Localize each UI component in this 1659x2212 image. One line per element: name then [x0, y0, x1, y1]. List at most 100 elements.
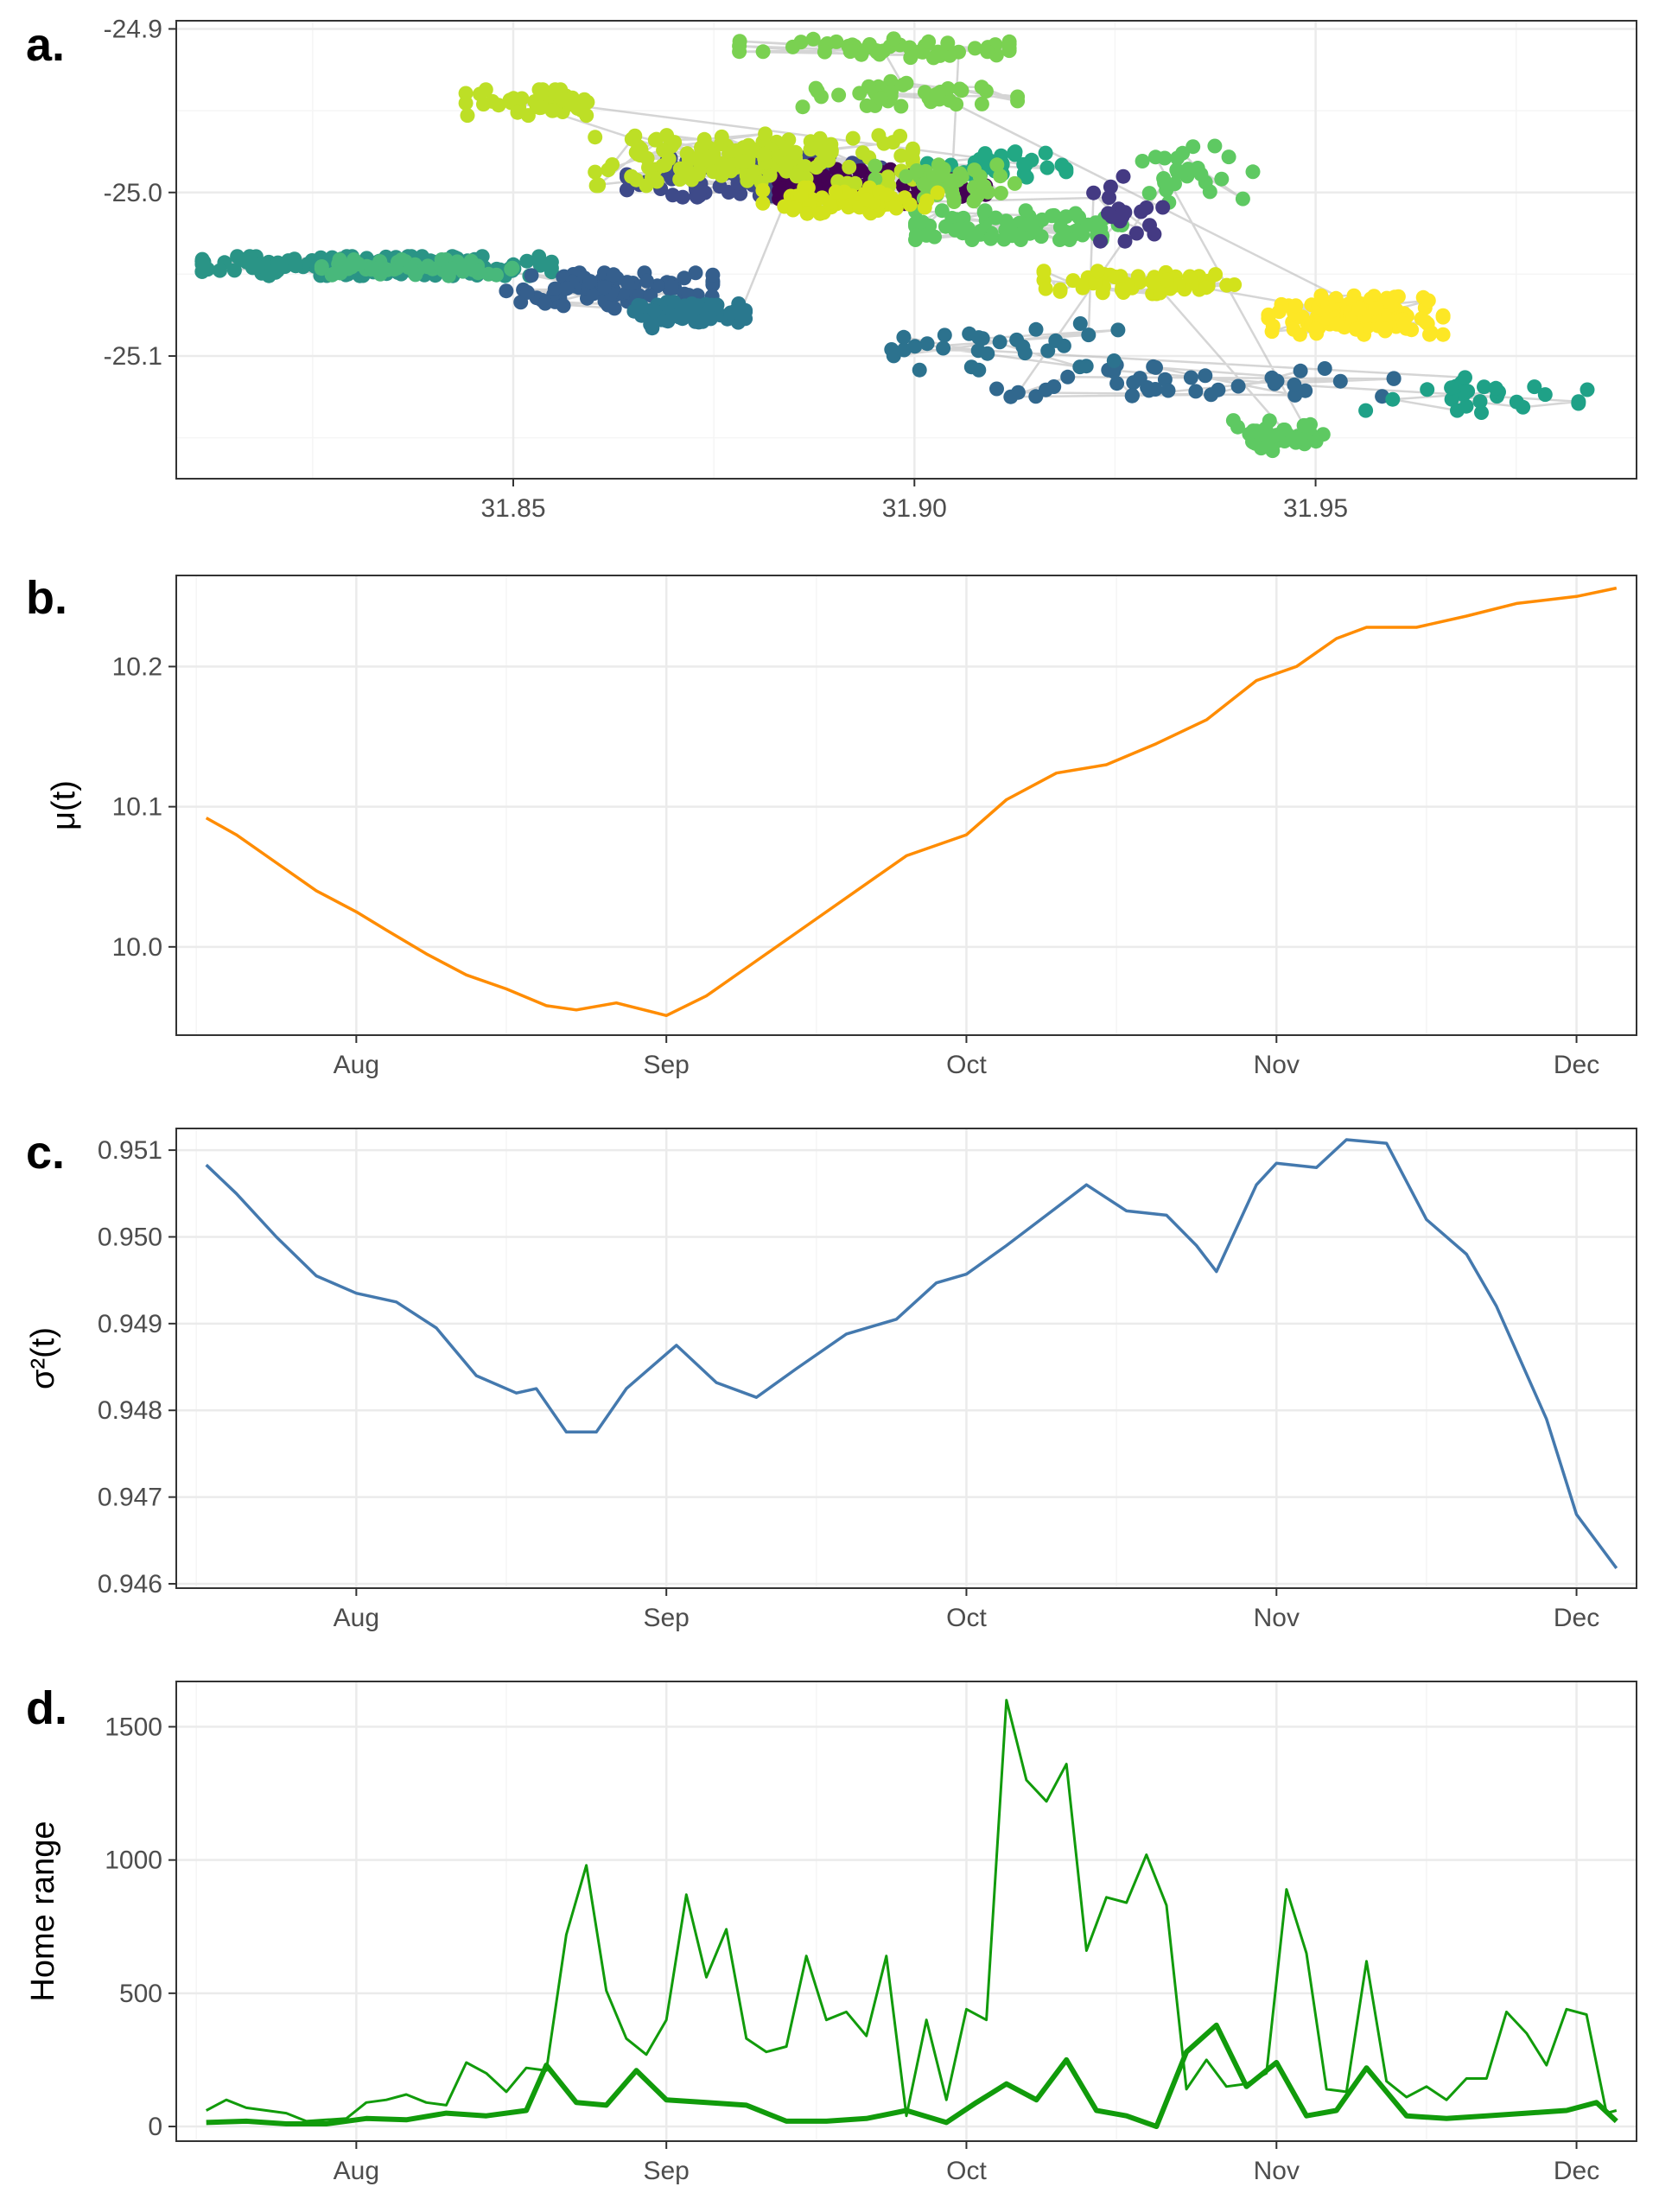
- location-point: [1002, 219, 1018, 234]
- location-point: [1117, 233, 1133, 249]
- location-point: [817, 44, 832, 60]
- location-point: [983, 231, 999, 246]
- x-tick-label: Oct: [946, 2157, 987, 2185]
- location-point: [1230, 378, 1246, 394]
- location-point: [788, 144, 804, 160]
- location-point: [649, 174, 664, 189]
- location-point: [574, 103, 589, 118]
- panel-c-plot-area: [176, 1128, 1637, 1588]
- location-point: [1134, 204, 1149, 219]
- location-point: [1001, 36, 1017, 52]
- location-point: [1007, 147, 1022, 162]
- location-point: [1444, 391, 1459, 407]
- location-point: [667, 135, 683, 150]
- panel-b-series-line: [205, 586, 1618, 1018]
- location-point: [1245, 164, 1261, 180]
- location-point: [1219, 277, 1235, 293]
- location-point: [896, 329, 912, 345]
- location-point: [1086, 185, 1102, 200]
- location-point: [831, 87, 847, 103]
- x-tick-label: Dec: [1554, 1051, 1599, 1079]
- location-point: [1527, 379, 1542, 395]
- location-point: [967, 41, 982, 56]
- location-point: [1198, 280, 1214, 296]
- location-point: [534, 86, 550, 101]
- location-point: [859, 192, 874, 207]
- location-point: [627, 128, 643, 143]
- x-tick-label: Aug: [334, 1051, 379, 1079]
- panel-c-frame: [175, 1128, 1637, 1589]
- location-point: [1298, 418, 1313, 434]
- location-point: [1102, 190, 1116, 206]
- location-point: [893, 99, 909, 114]
- location-point: [960, 220, 976, 236]
- location-point: [930, 185, 945, 200]
- location-point: [588, 130, 603, 145]
- location-point: [1182, 269, 1198, 284]
- location-point: [1157, 175, 1173, 190]
- location-point: [1214, 171, 1230, 187]
- location-point: [676, 309, 691, 325]
- location-point: [980, 44, 995, 60]
- location-point: [1081, 217, 1096, 232]
- location-point: [952, 81, 968, 97]
- x-tick-label: Sep: [643, 1051, 689, 1079]
- location-point: [740, 173, 755, 188]
- location-point: [977, 146, 993, 162]
- location-point: [591, 178, 606, 194]
- location-point: [537, 296, 553, 311]
- location-point: [1147, 149, 1163, 165]
- location-point: [471, 264, 486, 279]
- location-point: [559, 281, 575, 296]
- location-point: [755, 182, 771, 198]
- location-point: [721, 185, 736, 200]
- location-point: [597, 280, 612, 296]
- location-point: [661, 151, 677, 167]
- location-point: [364, 260, 379, 276]
- location-point: [1024, 152, 1039, 168]
- location-point: [1028, 321, 1044, 337]
- location-point: [1040, 343, 1056, 359]
- location-point: [893, 148, 909, 163]
- location-point: [1444, 380, 1459, 396]
- location-point: [1157, 372, 1173, 387]
- panel-a-frame: [175, 20, 1637, 480]
- panel-b-ylabel: μ(t): [46, 780, 82, 830]
- location-point: [606, 267, 621, 283]
- location-point: [757, 146, 772, 162]
- location-point: [545, 103, 561, 118]
- x-tick-label: 31.85: [480, 494, 545, 523]
- location-point: [1317, 361, 1332, 376]
- location-point: [1320, 297, 1336, 313]
- panel-d-grid: [176, 1681, 1637, 2141]
- location-point: [1571, 396, 1586, 411]
- location-point: [719, 162, 734, 176]
- location-point: [1472, 394, 1488, 410]
- location-point: [936, 340, 951, 356]
- location-point: [434, 252, 449, 267]
- location-point: [1038, 145, 1053, 161]
- y-tick-label: -25.1: [104, 342, 162, 371]
- location-point: [798, 159, 813, 175]
- location-point: [1106, 353, 1122, 368]
- location-point: [694, 140, 709, 156]
- panel-d-ylabel: Home range: [25, 1821, 61, 2001]
- location-point: [1068, 206, 1084, 221]
- location-point: [543, 260, 559, 276]
- location-point: [808, 80, 823, 96]
- location-point: [992, 334, 1007, 350]
- location-point: [1293, 430, 1308, 446]
- location-point: [1114, 283, 1129, 298]
- location-point: [886, 31, 901, 47]
- location-point: [691, 188, 707, 204]
- location-point: [314, 259, 329, 274]
- panel-d: d. Aug Sep Oct Nov Dec 0 500 1000 1500 Home rang…: [25, 1681, 1637, 2185]
- panel-c-grid: [176, 1128, 1637, 1588]
- location-point: [1062, 232, 1077, 247]
- location-point: [803, 142, 818, 157]
- location-point: [934, 203, 950, 219]
- location-point: [1267, 376, 1282, 391]
- location-point: [1048, 333, 1064, 348]
- location-point: [886, 135, 900, 150]
